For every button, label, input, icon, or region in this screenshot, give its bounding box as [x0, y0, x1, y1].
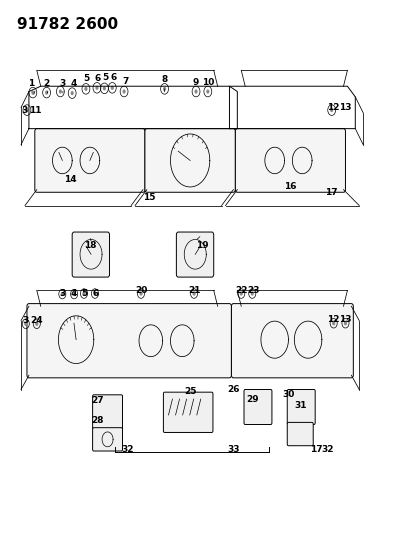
Circle shape — [45, 91, 48, 95]
Text: 32: 32 — [121, 445, 133, 454]
Circle shape — [61, 292, 64, 296]
Text: 9: 9 — [193, 78, 199, 87]
Circle shape — [59, 90, 62, 94]
FancyBboxPatch shape — [176, 232, 214, 277]
Circle shape — [332, 321, 335, 325]
Text: 27: 27 — [91, 395, 104, 405]
Circle shape — [72, 292, 76, 296]
Circle shape — [122, 90, 126, 94]
Text: 24: 24 — [30, 316, 43, 325]
Circle shape — [139, 292, 143, 296]
Text: 31: 31 — [294, 401, 307, 410]
Circle shape — [82, 292, 86, 296]
Text: 3: 3 — [23, 316, 29, 325]
Text: 29: 29 — [247, 394, 259, 403]
Text: 19: 19 — [196, 241, 208, 250]
Text: 21: 21 — [188, 286, 200, 295]
Circle shape — [31, 91, 34, 95]
Text: 5: 5 — [83, 74, 89, 83]
FancyBboxPatch shape — [287, 390, 315, 424]
Circle shape — [25, 108, 29, 112]
Circle shape — [240, 292, 243, 296]
Text: 10: 10 — [202, 78, 214, 87]
Circle shape — [35, 321, 38, 326]
Text: 13: 13 — [339, 103, 352, 112]
Circle shape — [194, 90, 198, 94]
FancyBboxPatch shape — [287, 422, 313, 446]
Text: 17: 17 — [326, 188, 338, 197]
Text: 16: 16 — [284, 182, 297, 191]
Text: 1: 1 — [28, 79, 34, 88]
Text: 5: 5 — [103, 72, 109, 82]
Text: 13: 13 — [339, 315, 352, 324]
FancyBboxPatch shape — [27, 304, 231, 378]
Text: 32: 32 — [322, 445, 334, 454]
Text: 33: 33 — [227, 445, 240, 454]
Text: 25: 25 — [184, 386, 196, 395]
FancyBboxPatch shape — [72, 232, 110, 277]
FancyBboxPatch shape — [164, 392, 213, 432]
Text: 4: 4 — [71, 288, 77, 297]
Circle shape — [84, 87, 88, 91]
Text: 11: 11 — [29, 106, 41, 115]
Text: 28: 28 — [91, 416, 104, 425]
Text: 23: 23 — [247, 286, 259, 295]
Text: 6: 6 — [93, 288, 99, 297]
Text: 3: 3 — [59, 79, 65, 88]
Text: 3: 3 — [59, 288, 65, 297]
Text: 3: 3 — [21, 106, 27, 115]
Circle shape — [111, 86, 114, 90]
Circle shape — [163, 87, 166, 91]
Circle shape — [206, 90, 209, 94]
FancyBboxPatch shape — [35, 128, 145, 192]
FancyBboxPatch shape — [244, 390, 272, 424]
FancyBboxPatch shape — [231, 304, 353, 378]
Text: 18: 18 — [84, 241, 96, 250]
Text: 14: 14 — [64, 174, 76, 183]
Circle shape — [95, 86, 99, 90]
Text: 22: 22 — [235, 286, 248, 295]
Text: 15: 15 — [143, 193, 155, 202]
Text: 12: 12 — [327, 103, 340, 112]
Text: 91782 2600: 91782 2600 — [17, 17, 118, 33]
Circle shape — [330, 108, 333, 112]
Circle shape — [24, 321, 27, 326]
Text: 2: 2 — [44, 79, 50, 88]
Text: 12: 12 — [327, 315, 340, 324]
FancyBboxPatch shape — [235, 128, 345, 192]
Circle shape — [70, 91, 74, 95]
FancyBboxPatch shape — [145, 128, 235, 192]
Text: 6: 6 — [110, 72, 116, 82]
Text: 17: 17 — [310, 445, 322, 454]
Text: 5: 5 — [81, 288, 87, 297]
Text: 30: 30 — [282, 390, 295, 399]
Text: 8: 8 — [162, 75, 168, 84]
Text: 26: 26 — [227, 385, 240, 394]
Circle shape — [192, 292, 196, 296]
FancyBboxPatch shape — [93, 427, 122, 451]
Circle shape — [344, 321, 347, 325]
Text: 6: 6 — [95, 74, 101, 83]
Circle shape — [251, 292, 254, 296]
Text: 20: 20 — [135, 286, 147, 295]
FancyBboxPatch shape — [93, 395, 122, 430]
Text: 7: 7 — [122, 77, 128, 86]
Circle shape — [103, 86, 106, 91]
Text: 4: 4 — [71, 79, 77, 88]
Circle shape — [93, 292, 97, 296]
